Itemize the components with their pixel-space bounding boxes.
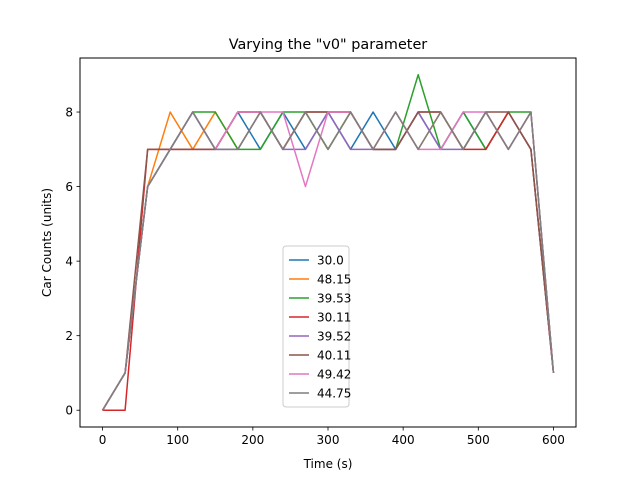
legend-label: 49.42 bbox=[317, 367, 351, 381]
legend-box bbox=[282, 245, 350, 408]
legend-label: 44.75 bbox=[317, 386, 351, 400]
series-line-8 bbox=[101, 111, 555, 411]
legend-label: 30.11 bbox=[317, 310, 351, 324]
y-tick-label: 6 bbox=[65, 180, 73, 194]
x-tick-label: 100 bbox=[166, 433, 189, 447]
legend-label: 48.15 bbox=[317, 272, 351, 286]
y-axis-label: Car Counts (units) bbox=[40, 188, 54, 297]
legend-item: 30.11 bbox=[289, 310, 351, 324]
legend-item: 44.75 bbox=[289, 386, 351, 400]
chart-title: Varying the "v0" parameter bbox=[229, 37, 428, 53]
legend-label: 39.52 bbox=[317, 329, 351, 343]
legend-item: 49.42 bbox=[289, 367, 351, 381]
y-tick-label: 8 bbox=[65, 105, 73, 119]
y-tick-label: 0 bbox=[65, 404, 73, 418]
legend-item: 48.15 bbox=[289, 272, 351, 286]
y-tick-label: 4 bbox=[65, 254, 73, 268]
legend-item: 30.0 bbox=[289, 253, 344, 267]
x-tick-label: 300 bbox=[317, 433, 340, 447]
plot-area: 0 100 200 300 400 500 600 0 2 4 6 8 bbox=[65, 57, 577, 447]
x-axis-label: Time (s) bbox=[303, 457, 353, 471]
legend: 30.0 48.15 39.53 30.11 39.52 40.11 49.42 44.75 bbox=[282, 245, 351, 408]
legend-label: 39.53 bbox=[317, 291, 351, 305]
y-tick-label: 2 bbox=[65, 329, 73, 343]
x-axis: 0 100 200 300 400 500 600 bbox=[99, 427, 565, 447]
x-tick-label: 200 bbox=[241, 433, 264, 447]
x-tick-label: 0 bbox=[99, 433, 107, 447]
x-tick-label: 400 bbox=[392, 433, 415, 447]
x-tick-label: 500 bbox=[467, 433, 490, 447]
series-lines bbox=[101, 74, 555, 411]
legend-item: 40.11 bbox=[289, 348, 351, 362]
x-tick-label: 600 bbox=[542, 433, 565, 447]
y-axis: 0 2 4 6 8 bbox=[65, 105, 80, 418]
legend-label: 40.11 bbox=[317, 348, 351, 362]
legend-item: 39.52 bbox=[289, 329, 351, 343]
legend-item: 39.53 bbox=[289, 291, 351, 305]
legend-label: 30.0 bbox=[317, 253, 344, 267]
